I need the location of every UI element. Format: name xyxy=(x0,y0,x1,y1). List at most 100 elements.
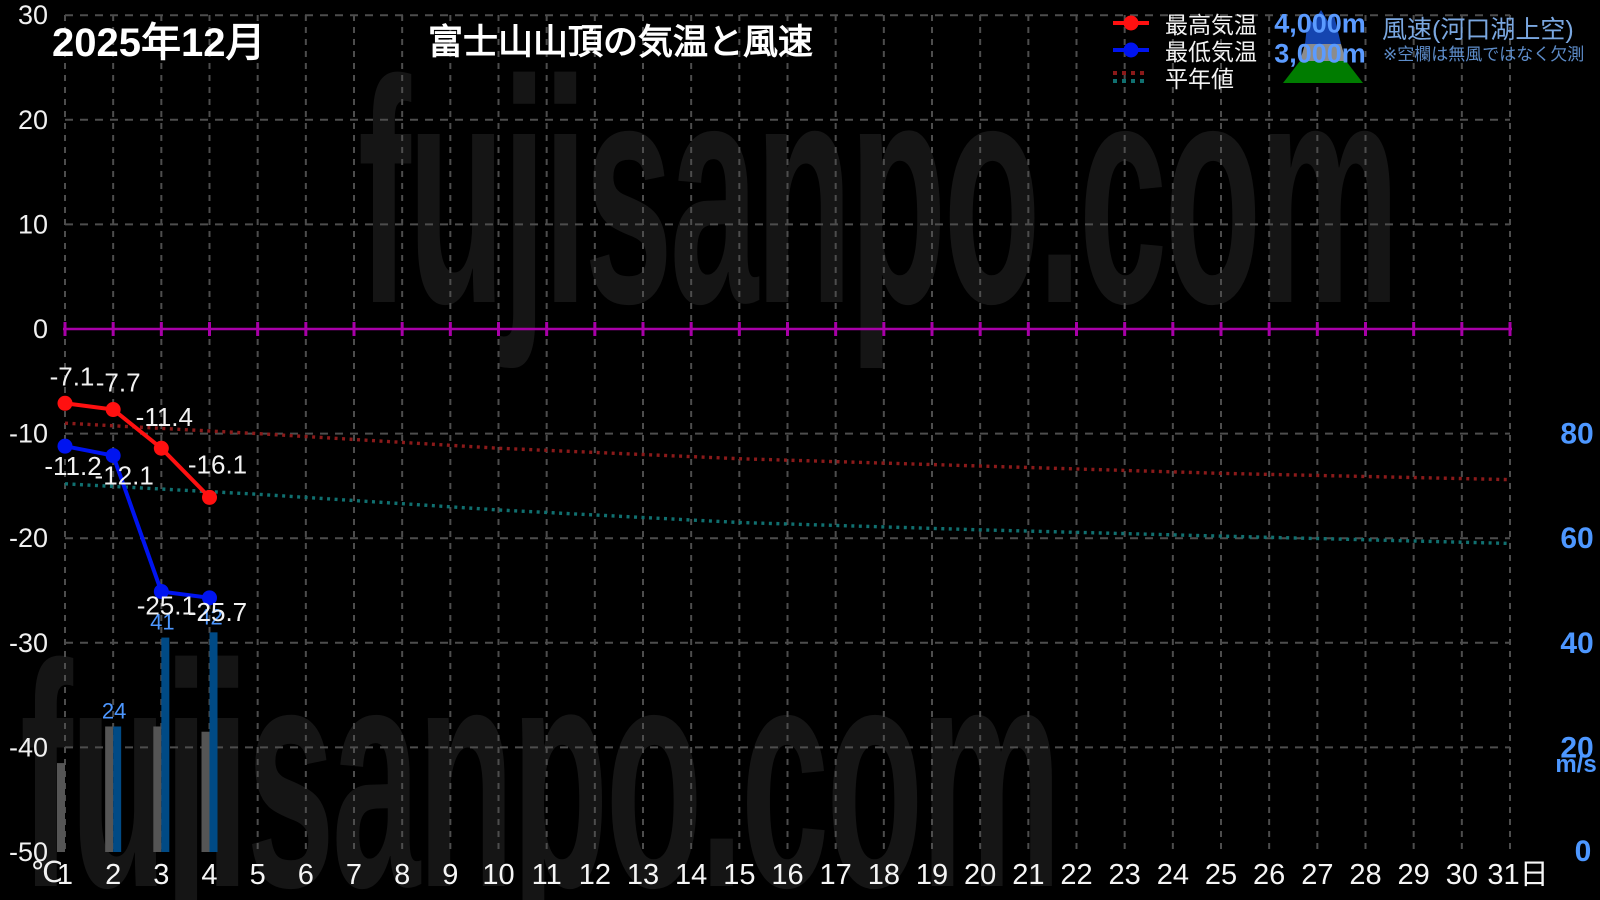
axis-or-value-label: 29 xyxy=(1398,859,1430,891)
max_temp-line xyxy=(64,401,211,499)
axis-or-value-label: 3 xyxy=(153,859,169,891)
axis-or-value-label: -50 xyxy=(9,837,48,867)
normal_min-line xyxy=(64,482,1511,546)
axis-or-value-label: m/s xyxy=(1555,751,1596,778)
axis-or-value-label: -11.4 xyxy=(136,402,193,432)
axis-or-value-label: 31日 xyxy=(1487,859,1548,891)
axis-or-value-label: 4 xyxy=(201,859,217,891)
axis-or-value-label: 30 xyxy=(1446,859,1478,891)
legend-label-max-temp: 最高気温 xyxy=(1165,12,1257,38)
axis-or-value-label: 2 xyxy=(105,859,121,891)
axis-or-value-label: -11.2 xyxy=(44,451,101,481)
normal-min-dots-icon xyxy=(1113,79,1149,83)
axis-or-value-label: -20 xyxy=(9,523,48,553)
axis-or-value-label: 27 xyxy=(1301,859,1333,891)
mountain-icon xyxy=(1283,10,1363,83)
axis-or-value-label: 28 xyxy=(1349,859,1381,891)
legend-label-normal: 平年値 xyxy=(1165,66,1234,92)
wind-bar-4000m xyxy=(161,637,170,852)
mountain-mid-shape xyxy=(1300,44,1346,61)
max-temp-line-icon xyxy=(1113,15,1149,31)
month-title: 2025年12月 xyxy=(52,21,266,65)
axis-or-value-label: -12.1 xyxy=(95,461,154,491)
min_temp-point xyxy=(57,438,73,454)
axis-or-value-label: 60 xyxy=(1560,522,1593,555)
min_temp-point xyxy=(202,590,218,606)
min_temp-point xyxy=(105,448,121,464)
mountain-top-shape xyxy=(1305,10,1341,44)
normal-lines-icon xyxy=(1113,71,1149,83)
axis-or-value-label: 8 xyxy=(394,859,410,891)
axis-or-value-label: 10 xyxy=(482,859,514,891)
axis-or-value-label: 20 xyxy=(1560,731,1593,764)
axis-or-value-label: -30 xyxy=(9,628,48,658)
axis-or-value-label: 7 xyxy=(346,859,362,891)
axis-or-value-label: ℃ xyxy=(30,857,63,889)
wind-legend-title: 風速(河口湖上空) xyxy=(1382,16,1574,44)
axis-or-value-label: 80 xyxy=(1560,418,1593,451)
wind-bar-4000m xyxy=(209,632,218,852)
axis-or-value-label: 0 xyxy=(33,314,48,344)
axis-or-value-label: 17 xyxy=(820,859,852,891)
axis-or-value-label: -25.1 xyxy=(137,591,196,621)
axis-or-value-label: 40 xyxy=(1560,627,1593,660)
wind-bar-3000m xyxy=(105,726,114,852)
axis-or-value-label: 26 xyxy=(1253,859,1285,891)
axis-or-value-label: 42 xyxy=(198,604,222,629)
altitude-4000m-label: 4,000m xyxy=(1274,8,1366,39)
min-temp-marker-icon xyxy=(1123,42,1139,58)
axis-or-value-label: 30 xyxy=(18,0,48,30)
axis-or-value-label: -40 xyxy=(9,732,48,762)
axis-or-value-label: 20 xyxy=(18,105,48,135)
axis-or-value-label: 24 xyxy=(1157,859,1189,891)
axis-or-value-label: 18 xyxy=(868,859,900,891)
normal-max-dots-icon xyxy=(1113,71,1149,75)
wind-bar-3000m xyxy=(201,731,210,852)
axis-or-value-label: 6 xyxy=(298,859,314,891)
axis-or-value-label: 41 xyxy=(150,610,174,635)
max_temp-point xyxy=(202,489,218,505)
legend-row-min-temp: 最低気温 xyxy=(1113,39,1257,65)
temperature-legend: 最高気温 最低気温 平年値 xyxy=(1113,12,1257,92)
min-temp-line-icon xyxy=(1113,42,1149,58)
axis-or-value-label: 1 xyxy=(57,859,73,891)
wind-bar-4000m xyxy=(113,726,122,852)
axis-or-value-label: 12 xyxy=(579,859,611,891)
max_temp-point xyxy=(57,395,73,411)
min_temp-line xyxy=(64,444,210,600)
axis-or-value-label: 21 xyxy=(1012,859,1044,891)
watermark-top: fujisanpo.com xyxy=(358,15,1400,370)
chart-title: 富士山山頂の気温と風速 xyxy=(428,23,814,62)
axis-or-value-label: -7.7 xyxy=(96,368,141,398)
axis-or-value-label: 16 xyxy=(771,859,803,891)
legend-row-max-temp: 最高気温 xyxy=(1113,12,1257,38)
wind-bar-3000m xyxy=(153,726,162,852)
axis-or-value-label: 19 xyxy=(916,859,948,891)
axis-or-value-label: 22 xyxy=(1060,859,1092,891)
axis-or-value-label: 24 xyxy=(102,698,126,723)
min_temp-point xyxy=(153,584,169,600)
legend-label-min-temp: 最低気温 xyxy=(1165,39,1257,65)
wind-legend-note: ※空欄は無風ではなく欠測 xyxy=(1383,45,1585,64)
axis-or-value-label: 5 xyxy=(250,859,266,891)
axis-or-value-label: -25.7 xyxy=(188,597,247,627)
axis-or-value-label: 14 xyxy=(675,859,707,891)
axis-or-value-label: 11 xyxy=(532,859,562,891)
axis-or-value-label: 23 xyxy=(1109,859,1141,891)
axis-or-value-label: 15 xyxy=(723,859,755,891)
wind-bar-3000m xyxy=(57,763,65,852)
axis-or-value-label: -7.1 xyxy=(50,361,95,391)
axis-or-value-label: 25 xyxy=(1205,859,1237,891)
axis-or-value-label: 9 xyxy=(442,859,458,891)
axis-or-value-label: 0 xyxy=(1575,835,1592,868)
axis-or-value-label: -10 xyxy=(9,419,48,449)
max_temp-point xyxy=(153,440,169,456)
legend-row-normal: 平年値 xyxy=(1113,66,1257,92)
mountain-base-shape xyxy=(1283,61,1363,83)
max-temp-marker-icon xyxy=(1123,15,1139,31)
axis-or-value-label: 20 xyxy=(964,859,996,891)
watermark-bottom: fujisanpo.com xyxy=(20,599,1062,900)
axis-or-value-label: 13 xyxy=(627,859,659,891)
